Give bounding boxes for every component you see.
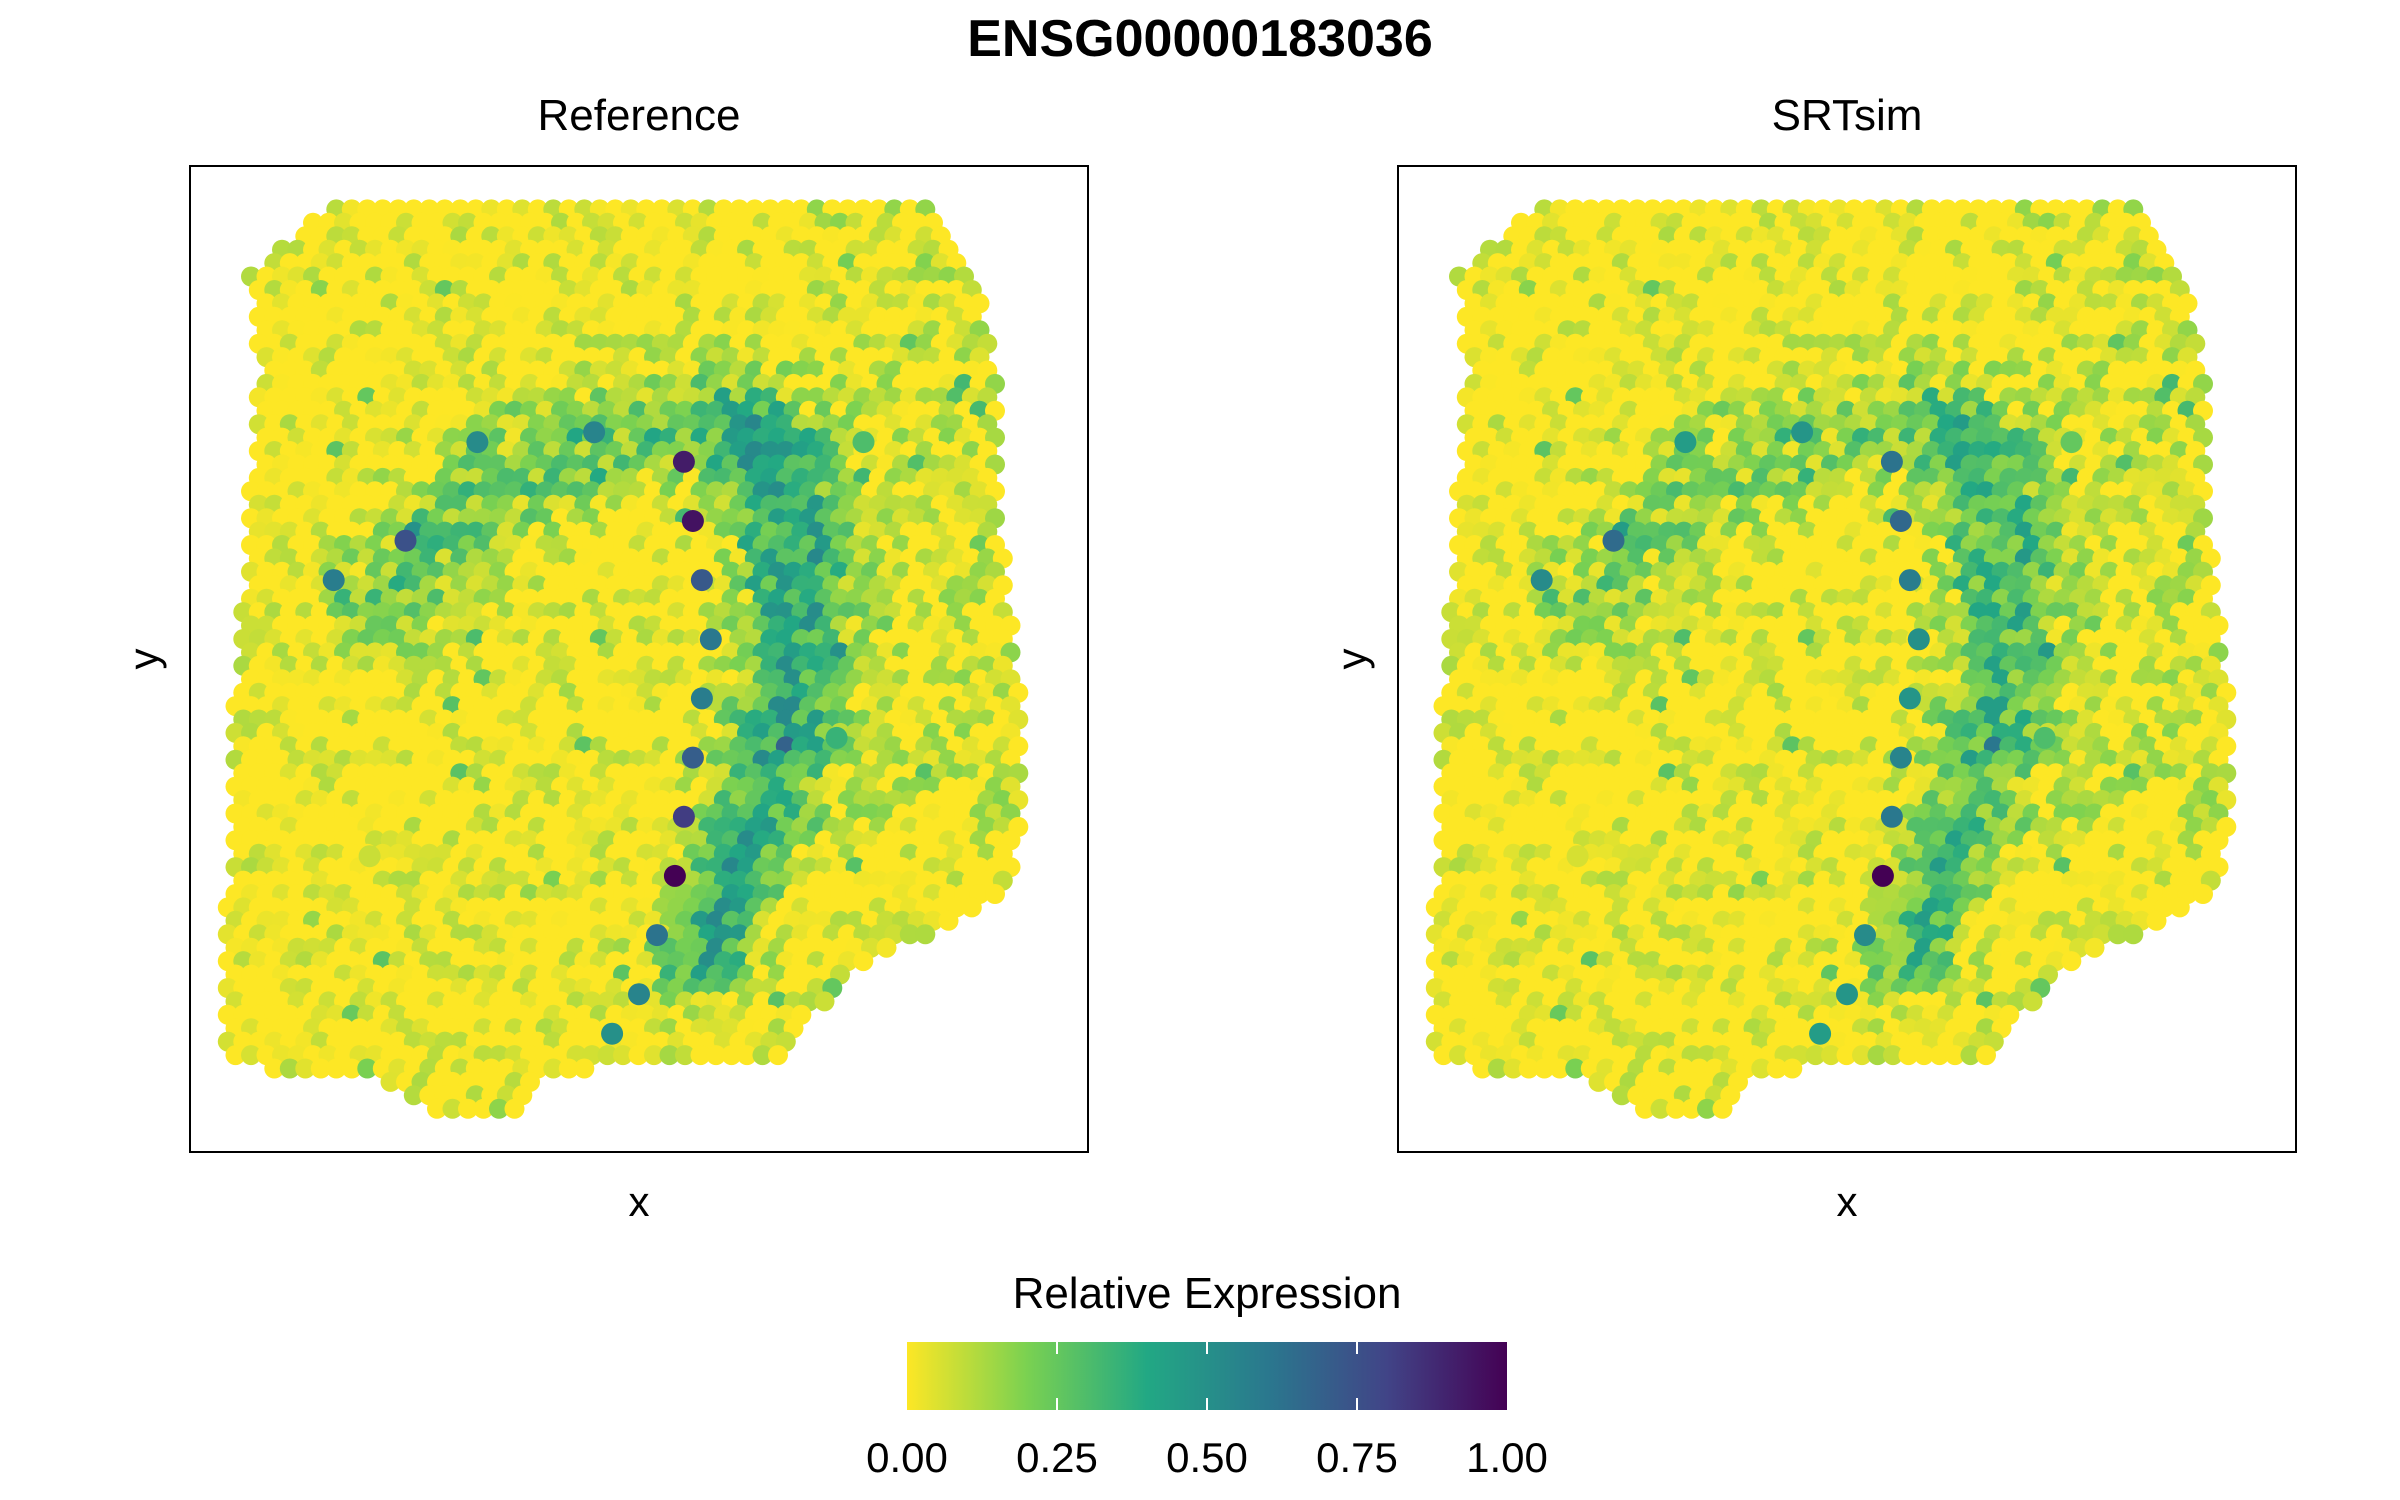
spot [357,1058,378,1079]
panel-reference: Reference x y [120,91,1089,1225]
spot [458,1098,478,1119]
spot [814,991,835,1012]
spot [985,884,1005,904]
spot [225,1045,246,1066]
panel-title-reference: Reference [537,91,740,140]
spot [628,1045,649,1066]
spot [295,1058,316,1079]
data-point [681,746,704,769]
panel-srtsim: SRTsim x y [1328,91,2297,1225]
spot [380,1071,401,1092]
data-point [628,983,650,1006]
data-point [358,845,381,868]
spot [613,1045,633,1066]
y-axis-label-reference: y [120,649,167,670]
spot [853,951,874,972]
spot [961,897,982,918]
spot [752,1045,773,1066]
spot [721,1045,742,1066]
data-point [681,510,704,532]
spot [341,1058,362,1079]
spot [558,1058,579,1079]
spot [706,1045,726,1066]
data-point [690,569,713,592]
data-point [825,726,848,749]
data-point [690,687,713,710]
spot [264,1058,285,1079]
data-point [672,450,695,473]
data-point [466,431,489,454]
spot [899,924,920,945]
spot [489,1098,509,1119]
spot-layer-reference [217,199,1029,1119]
spot [442,1098,463,1119]
spot [690,1045,711,1066]
spot [326,1058,347,1079]
spot-layer-srtsim [1425,199,2237,1119]
chart-title: ENSG00000183036 [967,10,1433,68]
spot [915,924,936,945]
data-point [672,805,695,828]
spot [504,1098,525,1119]
spot [768,1045,788,1066]
panel-title-srtsim: SRTsim [1772,91,1923,140]
spot [659,1045,680,1066]
spot [597,1045,618,1066]
data-point [394,529,417,552]
spot [543,1058,564,1079]
spot [473,1098,494,1119]
spot [279,1058,300,1079]
data-point [322,569,345,592]
x-axis-label-reference: x [629,1178,650,1225]
data-point [601,1022,624,1045]
spot [644,1045,664,1066]
spot [938,910,959,931]
panel-border-reference [189,165,1089,1153]
data-point [583,421,606,444]
data-point [663,864,686,887]
spot [876,937,897,958]
spot [403,1085,424,1106]
data-point [852,431,875,454]
data-point [699,628,722,651]
spot [675,1045,695,1066]
spot [427,1098,447,1119]
spot [574,1058,595,1079]
data-point [646,924,668,947]
spot [310,1058,331,1079]
spot [241,1045,261,1066]
spot [737,1045,757,1066]
